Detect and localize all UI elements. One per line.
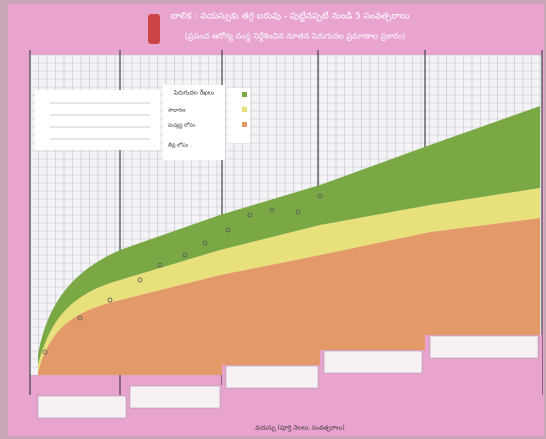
child-info-box	[35, 90, 160, 150]
legend-swatch	[242, 107, 247, 112]
info-lines	[50, 102, 150, 140]
girl-icon	[148, 14, 160, 44]
legend-title: పెరుగుదల రేఖలు	[173, 90, 214, 97]
legend-item: మధ్యస్థ లోపం	[168, 122, 196, 130]
legend-swatch	[242, 92, 247, 97]
moderate-band	[38, 188, 540, 372]
legend-colors	[228, 88, 250, 143]
legend-box	[163, 85, 225, 160]
x-axis-label: వయస్సు (పూర్తి నెలలు, సంవత్సరాలు)	[255, 425, 344, 433]
age-tables	[37, 335, 539, 419]
legend-item: తీవ్ర లోపం	[168, 142, 189, 149]
severe-band	[38, 218, 540, 375]
legend-swatch	[242, 122, 247, 127]
title: బాలిక : వయస్సుకు తగ్గ బరువు - పుట్టినప్ప…	[171, 12, 410, 23]
normal-band	[38, 106, 540, 365]
legend-item: సాధారణ	[168, 108, 185, 114]
subtitle: (ప్రపంచ ఆరోగ్య సంస్థ నిర్దేశించిన నూతన ప…	[185, 32, 405, 43]
weight-points	[42, 193, 323, 355]
